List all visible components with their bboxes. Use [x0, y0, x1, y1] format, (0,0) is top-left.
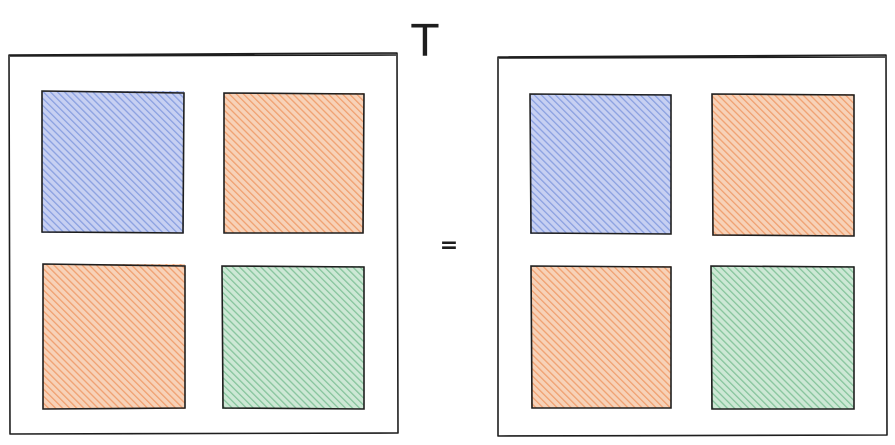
left-block-top-left — [41, 90, 185, 234]
right-matrix-frame — [497, 54, 888, 437]
right-block-top-right — [711, 93, 855, 237]
transpose-symbol: T — [411, 16, 439, 67]
left-matrix-frame — [8, 52, 399, 435]
equals-symbol: = — [440, 233, 458, 258]
left-block-bottom-left — [42, 263, 186, 410]
right-block-top-left — [529, 93, 672, 235]
left-matrix — [8, 52, 399, 435]
right-block-bottom-right — [710, 265, 855, 410]
left-block-bottom-right — [221, 265, 365, 410]
right-matrix — [497, 54, 888, 437]
right-block-bottom-left — [530, 265, 672, 409]
left-block-top-right — [223, 92, 365, 234]
